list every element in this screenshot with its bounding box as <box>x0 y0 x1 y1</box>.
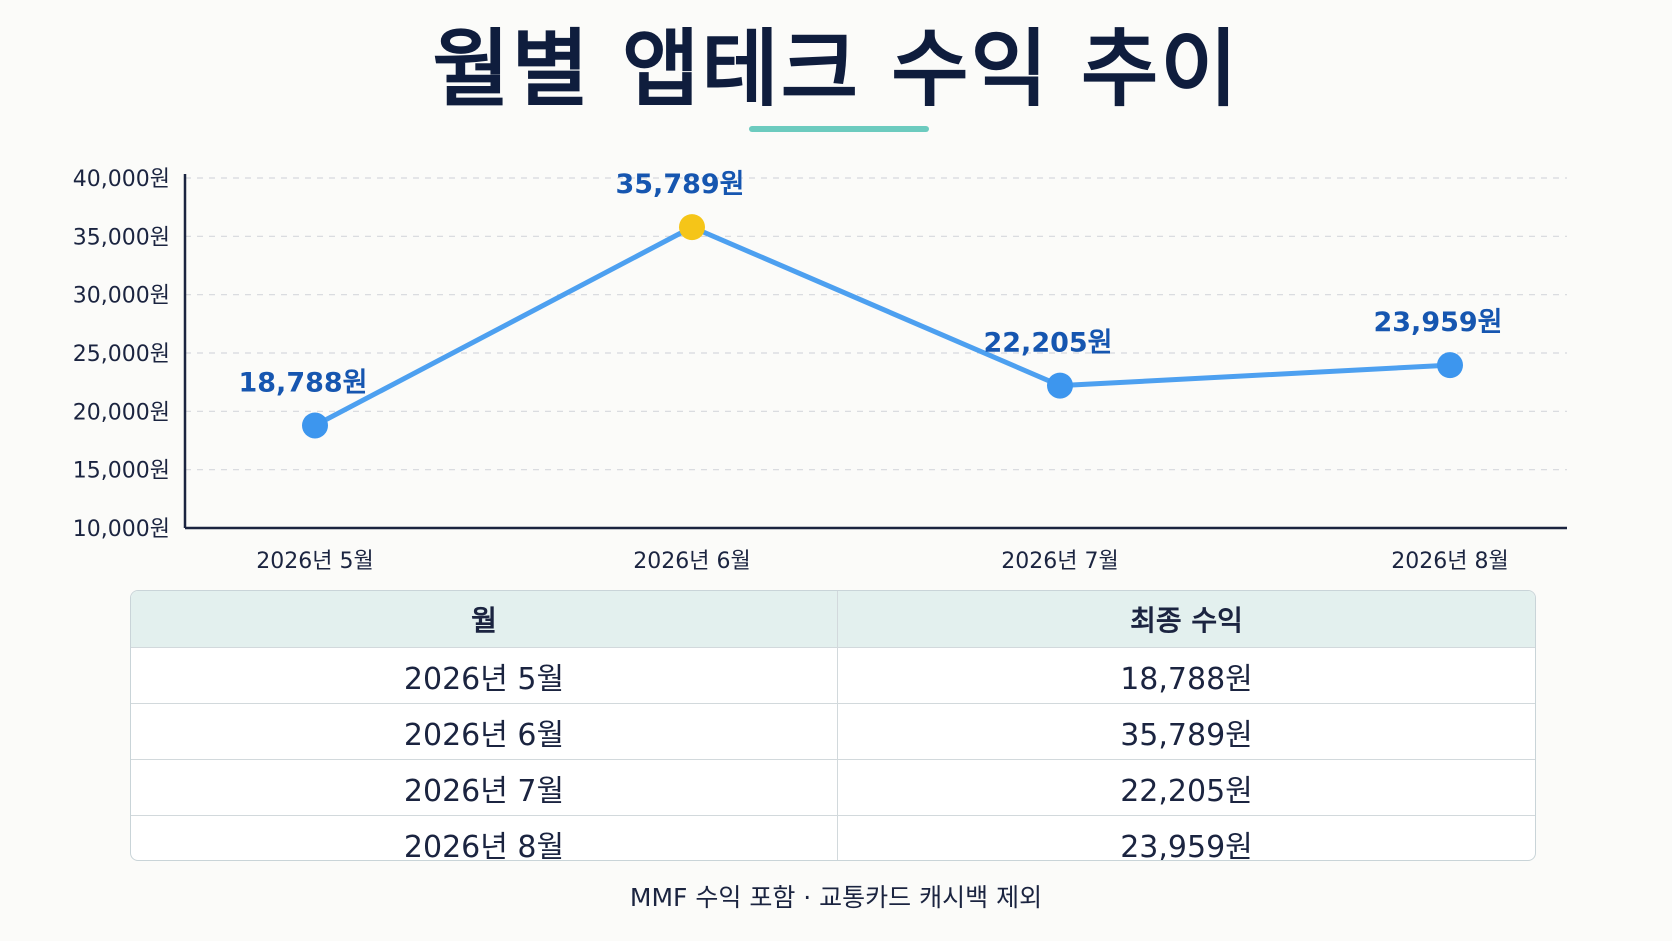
table-cell-earnings: 22,205원 <box>837 759 1535 816</box>
chart-title: 월별 앱테크 수익 추이 <box>432 20 1240 118</box>
data-point <box>302 412 328 439</box>
table-cell-month: 2026년 7월 <box>131 759 838 816</box>
table-row: 2026년 8월 23,959원 <box>131 815 1535 861</box>
line-chart: 10,000원 15,000원 20,000원 25,000원 30,000원 35,00… <box>73 167 1567 574</box>
table-cell-month: 2026년 5월 <box>131 647 838 704</box>
peak-data-point <box>679 214 705 241</box>
data-point <box>1437 352 1463 379</box>
title-underline <box>749 126 929 132</box>
table-row: 2026년 7월 22,205원 <box>131 759 1535 816</box>
table-row: 2026년 5월 18,788원 <box>131 647 1535 704</box>
table-cell-earnings: 18,788원 <box>837 647 1535 704</box>
data-label: 22,205원 <box>983 328 1112 359</box>
y-tick-label: 40,000원 <box>73 167 170 192</box>
data-label: 18,788원 <box>238 367 367 398</box>
data-point <box>1047 372 1073 399</box>
x-tick-label: 2026년 5월 <box>256 549 373 574</box>
x-tick-label: 2026년 6월 <box>633 549 750 574</box>
table-header-row: 월 최종 수익 <box>131 591 1535 648</box>
table-cell-month: 2026년 8월 <box>131 815 838 860</box>
footnote: MMF 수익 포함 · 교통카드 캐시백 제외 <box>629 883 1043 912</box>
column-header-final-earnings: 최종 수익 <box>837 591 1535 648</box>
table-cell-earnings: 23,959원 <box>1120 829 1253 861</box>
y-tick-label: 15,000원 <box>73 459 170 484</box>
data-label: 35,789원 <box>615 169 744 200</box>
x-tick-label: 2026년 8월 <box>1391 549 1508 574</box>
y-tick-label: 25,000원 <box>73 342 170 367</box>
column-header-month: 월 <box>131 591 838 648</box>
table-row: 2026년 6월 35,789원 <box>131 703 1535 760</box>
data-table: 월 최종 수익 2026년 5월 18,788원 2026년 6월 35,789… <box>130 590 1536 861</box>
y-tick-label: 30,000원 <box>73 284 170 309</box>
y-tick-label: 35,000원 <box>73 225 170 250</box>
table-cell-month: 2026년 6월 <box>131 703 838 760</box>
data-label: 23,959원 <box>1373 307 1502 338</box>
series-line <box>312 224 1453 428</box>
y-tick-label: 10,000원 <box>73 517 170 542</box>
x-tick-label: 2026년 7월 <box>1001 549 1118 574</box>
y-tick-label: 20,000원 <box>73 400 170 425</box>
table-cell-earnings: 35,789원 <box>837 703 1535 760</box>
